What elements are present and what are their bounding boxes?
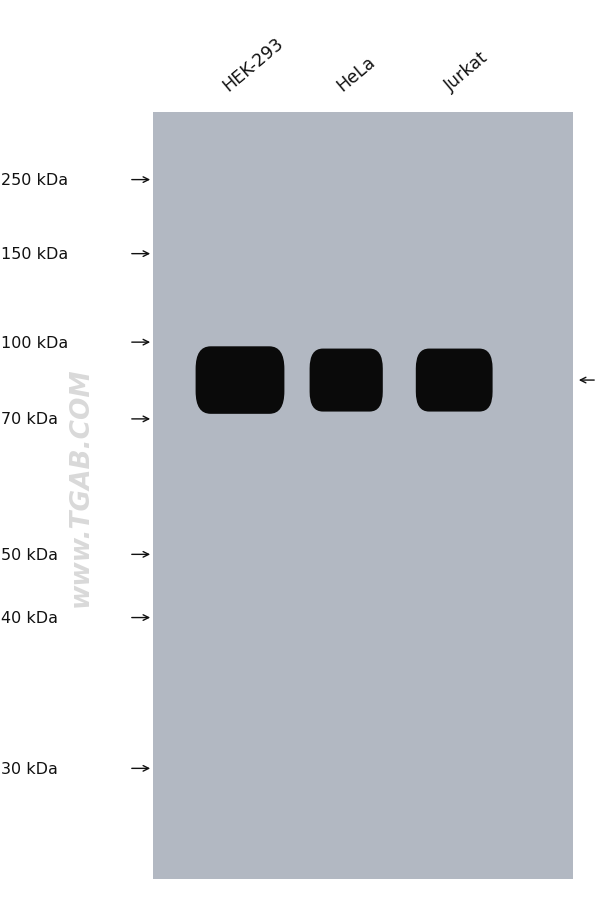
Text: 30 kDa: 30 kDa <box>1 761 58 776</box>
FancyBboxPatch shape <box>416 349 493 412</box>
Text: 100 kDa: 100 kDa <box>1 336 68 350</box>
FancyBboxPatch shape <box>196 347 284 414</box>
Text: www.TGAB.COM: www.TGAB.COM <box>68 367 94 607</box>
FancyBboxPatch shape <box>310 349 383 412</box>
Text: 70 kDa: 70 kDa <box>1 412 58 427</box>
Text: HeLa: HeLa <box>334 52 379 95</box>
Text: 50 kDa: 50 kDa <box>1 548 58 562</box>
Text: 150 kDa: 150 kDa <box>1 247 68 262</box>
Bar <box>153 113 573 879</box>
Text: 40 kDa: 40 kDa <box>1 611 58 625</box>
Text: HEK-293: HEK-293 <box>220 34 287 95</box>
Text: Jurkat: Jurkat <box>442 49 492 95</box>
Text: 250 kDa: 250 kDa <box>1 173 68 188</box>
